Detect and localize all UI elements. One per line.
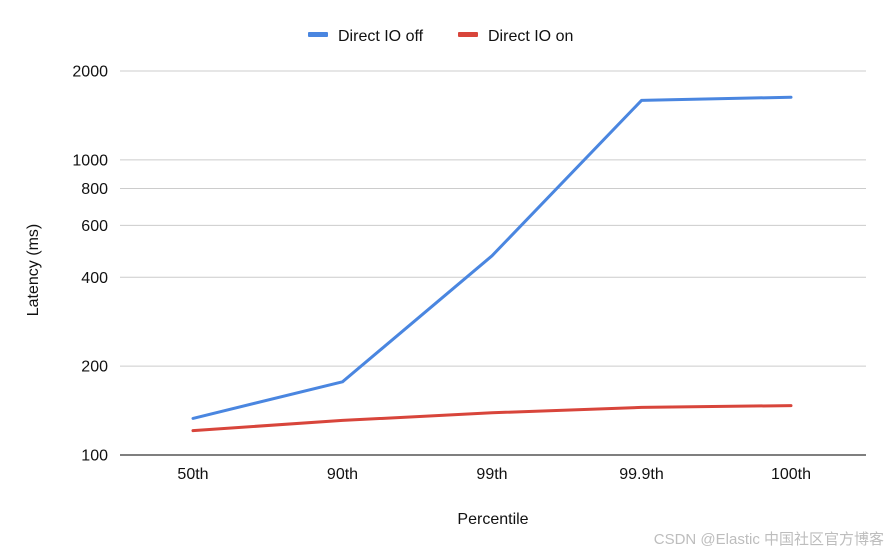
series-line-direct-io-on	[191, 404, 793, 433]
x-axis-title: Percentile	[457, 511, 528, 528]
legend: Direct IO off Direct IO on	[308, 28, 573, 45]
y-tick-label: 400	[81, 270, 108, 287]
y-axis-ticks: 100 200 400 600 800 1000 2000	[72, 64, 108, 465]
y-tick-label: 800	[81, 181, 108, 198]
y-tick-label: 200	[81, 359, 108, 376]
y-tick-label: 1000	[72, 152, 108, 169]
x-tick-label: 50th	[177, 466, 208, 483]
y-axis-title: Latency (ms)	[25, 224, 42, 316]
x-axis-ticks: 50th 90th 99th 99.9th 100th	[177, 466, 811, 483]
series-line-direct-io-off	[191, 95, 793, 420]
y-tick-label: 2000	[72, 64, 108, 81]
x-tick-label: 90th	[327, 466, 358, 483]
x-tick-label: 99th	[476, 466, 507, 483]
gridlines	[120, 70, 866, 456]
y-tick-label: 100	[81, 448, 108, 465]
legend-label-direct-io-on: Direct IO on	[488, 28, 573, 45]
legend-label-direct-io-off: Direct IO off	[338, 28, 424, 45]
x-tick-label: 99.9th	[619, 466, 663, 483]
x-tick-label: 100th	[771, 466, 811, 483]
legend-swatch-direct-io-on	[458, 32, 478, 37]
series-lines	[191, 95, 793, 433]
y-tick-label: 600	[81, 218, 108, 235]
watermark-text: CSDN @Elastic 中国社区官方博客	[654, 531, 884, 548]
legend-swatch-direct-io-off	[308, 32, 328, 37]
